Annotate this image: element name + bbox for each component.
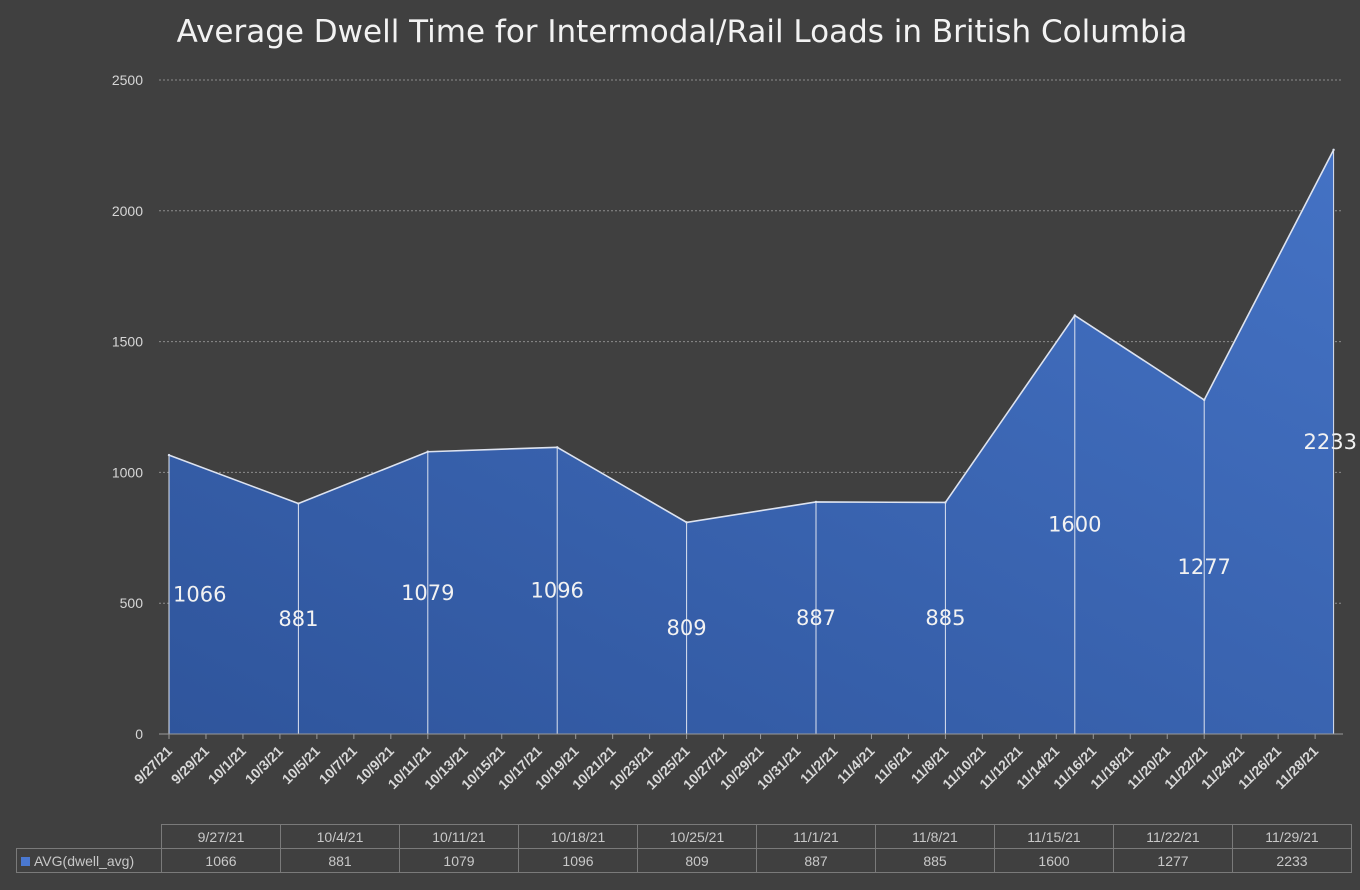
- x-tick-label: 10/5/21: [279, 743, 323, 787]
- data-table-value-cell: 2233: [1232, 848, 1352, 873]
- data-table-date-cell: 10/18/21: [518, 824, 638, 849]
- data-label: 1066: [173, 583, 226, 607]
- legend-key-icon: [21, 856, 30, 866]
- y-tick-label: 2500: [112, 72, 143, 88]
- data-table-date-cell: 11/29/21: [1232, 824, 1352, 849]
- data-table-value-row: AVG(dwell_avg) 1066 881 1079 1096 809 887 885 1…: [16, 848, 1352, 873]
- data-point: [944, 501, 947, 504]
- series-name-label: AVG(dwell_avg): [34, 852, 135, 869]
- data-table-date-cell: 11/1/21: [756, 824, 876, 849]
- data-label: 1079: [401, 581, 454, 605]
- chart-title: Average Dwell Time for Intermodal/Rail L…: [176, 14, 1188, 50]
- data-point: [297, 502, 300, 505]
- data-label: 1096: [530, 579, 583, 603]
- data-table-value-cell: 1066: [161, 848, 281, 873]
- data-table-value-cell: 881: [280, 848, 400, 873]
- data-label: 881: [278, 607, 318, 631]
- x-tick-label: 9/29/21: [168, 743, 212, 787]
- data-point: [556, 446, 559, 449]
- data-point: [685, 521, 688, 524]
- x-tick-label: 11/4/21: [834, 743, 878, 787]
- series-line: [168, 149, 1335, 524]
- data-point: [1332, 148, 1335, 152]
- area-fill: [169, 149, 1334, 735]
- data-label: 887: [796, 606, 836, 630]
- data-table: 9/27/21 10/4/21 10/11/21 10/18/21 10/25/21 11…: [16, 824, 1352, 873]
- data-table-value-cell: 1277: [1113, 848, 1233, 873]
- data-label: 1277: [1177, 555, 1230, 579]
- y-tick-label: 0: [135, 726, 143, 742]
- data-table-date-cell: 11/15/21: [994, 824, 1114, 849]
- y-tick-label: 2000: [112, 203, 143, 219]
- data-point: [1203, 398, 1206, 402]
- data-table-header-row: 9/27/21 10/4/21 10/11/21 10/18/21 10/25/21 11…: [17, 824, 1352, 849]
- data-table-date-cell: 9/27/21: [161, 824, 281, 849]
- data-table-value-cell: 885: [875, 848, 995, 873]
- data-table-value-cell: 809: [637, 848, 757, 873]
- y-tick-label: 500: [120, 595, 144, 611]
- data-table-value-cell: 1096: [518, 848, 638, 873]
- x-tick-label: 11/6/21: [871, 743, 915, 787]
- data-table-value-cell: 887: [756, 848, 876, 873]
- x-tick-label: 10/1/21: [205, 743, 249, 787]
- data-table-date-cell: 10/25/21: [637, 824, 757, 849]
- data-table-series-name: AVG(dwell_avg): [16, 848, 162, 873]
- data-table-date-cell: 10/11/21: [399, 824, 519, 849]
- data-table-date-cell: 11/22/21: [1113, 824, 1233, 849]
- data-table-corner: [17, 825, 162, 849]
- x-tick-label: 11/2/21: [797, 743, 841, 787]
- data-point: [167, 453, 171, 457]
- x-tick-label: 10/3/21: [242, 743, 286, 787]
- x-tick-label: 10/7/21: [316, 743, 360, 787]
- x-tick-label: 9/27/21: [131, 743, 175, 787]
- data-label: 809: [667, 616, 707, 640]
- data-label: 2233: [1304, 430, 1357, 454]
- data-point: [814, 500, 818, 504]
- y-tick-label: 1500: [112, 334, 143, 350]
- data-point: [426, 450, 429, 453]
- data-label: 885: [925, 606, 965, 630]
- data-table-value-cell: 1600: [994, 848, 1114, 873]
- data-table-date-cell: 10/4/21: [280, 824, 400, 849]
- data-label: 1600: [1048, 513, 1101, 537]
- data-table-date-cell: 11/8/21: [875, 824, 995, 849]
- y-tick-label: 1000: [112, 464, 143, 480]
- data-point: [1073, 314, 1077, 317]
- data-table-value-cell: 1079: [399, 848, 519, 873]
